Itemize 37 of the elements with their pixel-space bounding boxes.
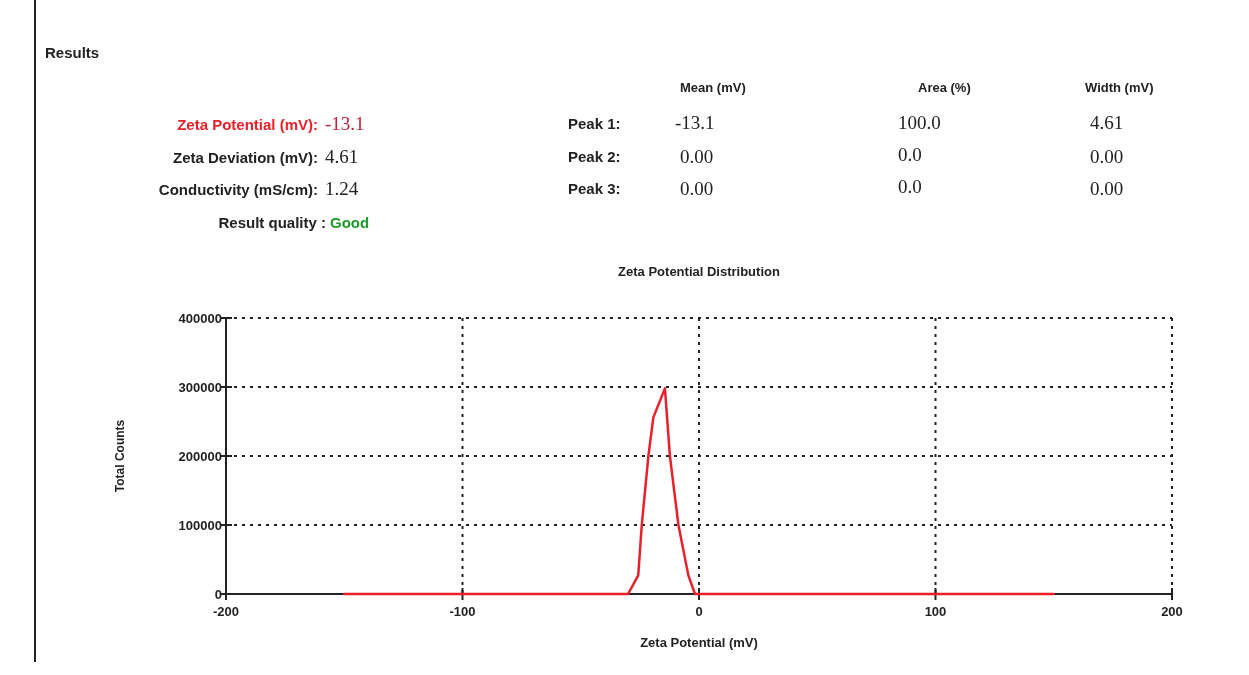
text: Mean (mV) <box>680 80 746 95</box>
y-tick-label: 200000 <box>178 449 222 464</box>
x-tick-label: -200 <box>212 604 240 619</box>
x-tick-label: 200 <box>1161 604 1183 619</box>
text: Zeta Deviation (mV): <box>172 149 318 166</box>
text: Conductivity (mS/cm): <box>158 181 318 198</box>
text: 4.61 <box>325 146 359 167</box>
text: Results <box>45 44 100 61</box>
text: Result quality : <box>218 214 326 231</box>
text: Peak 2: <box>568 148 621 165</box>
y-axis-title: Total Counts <box>113 419 127 493</box>
text: 100.0 <box>898 112 941 133</box>
text: Area (%) <box>918 80 971 95</box>
y-tick-label: 400000 <box>178 311 222 326</box>
text: Width (mV) <box>1085 80 1154 95</box>
y-tick-label: 100000 <box>178 518 222 533</box>
text: 0.0 <box>898 144 922 165</box>
chart-title: Zeta Potential Distribution <box>618 264 780 279</box>
text: 0.00 <box>680 178 714 199</box>
text: 4.61 <box>1090 112 1124 133</box>
text: -13.1 <box>675 112 715 133</box>
text: Peak 1: <box>568 115 621 132</box>
text: 0.0 <box>898 176 922 197</box>
text: 0.00 <box>680 146 714 167</box>
x-tick-label: -100 <box>449 604 476 619</box>
text: -13.1 <box>325 113 365 134</box>
line-series <box>343 387 1055 596</box>
text: Zeta Potential (mV): <box>177 116 318 133</box>
text: 0.00 <box>1090 146 1124 167</box>
y-tick-label: 300000 <box>178 380 222 395</box>
text: Peak 3: <box>568 180 621 197</box>
x-axis-title: Zeta Potential (mV) <box>640 635 758 650</box>
text: Good <box>330 214 370 231</box>
x-tick-label: 100 <box>924 604 947 619</box>
text: 0.00 <box>1090 178 1124 199</box>
x-tick-label: 0 <box>695 604 703 619</box>
text: 1.24 <box>325 178 359 199</box>
